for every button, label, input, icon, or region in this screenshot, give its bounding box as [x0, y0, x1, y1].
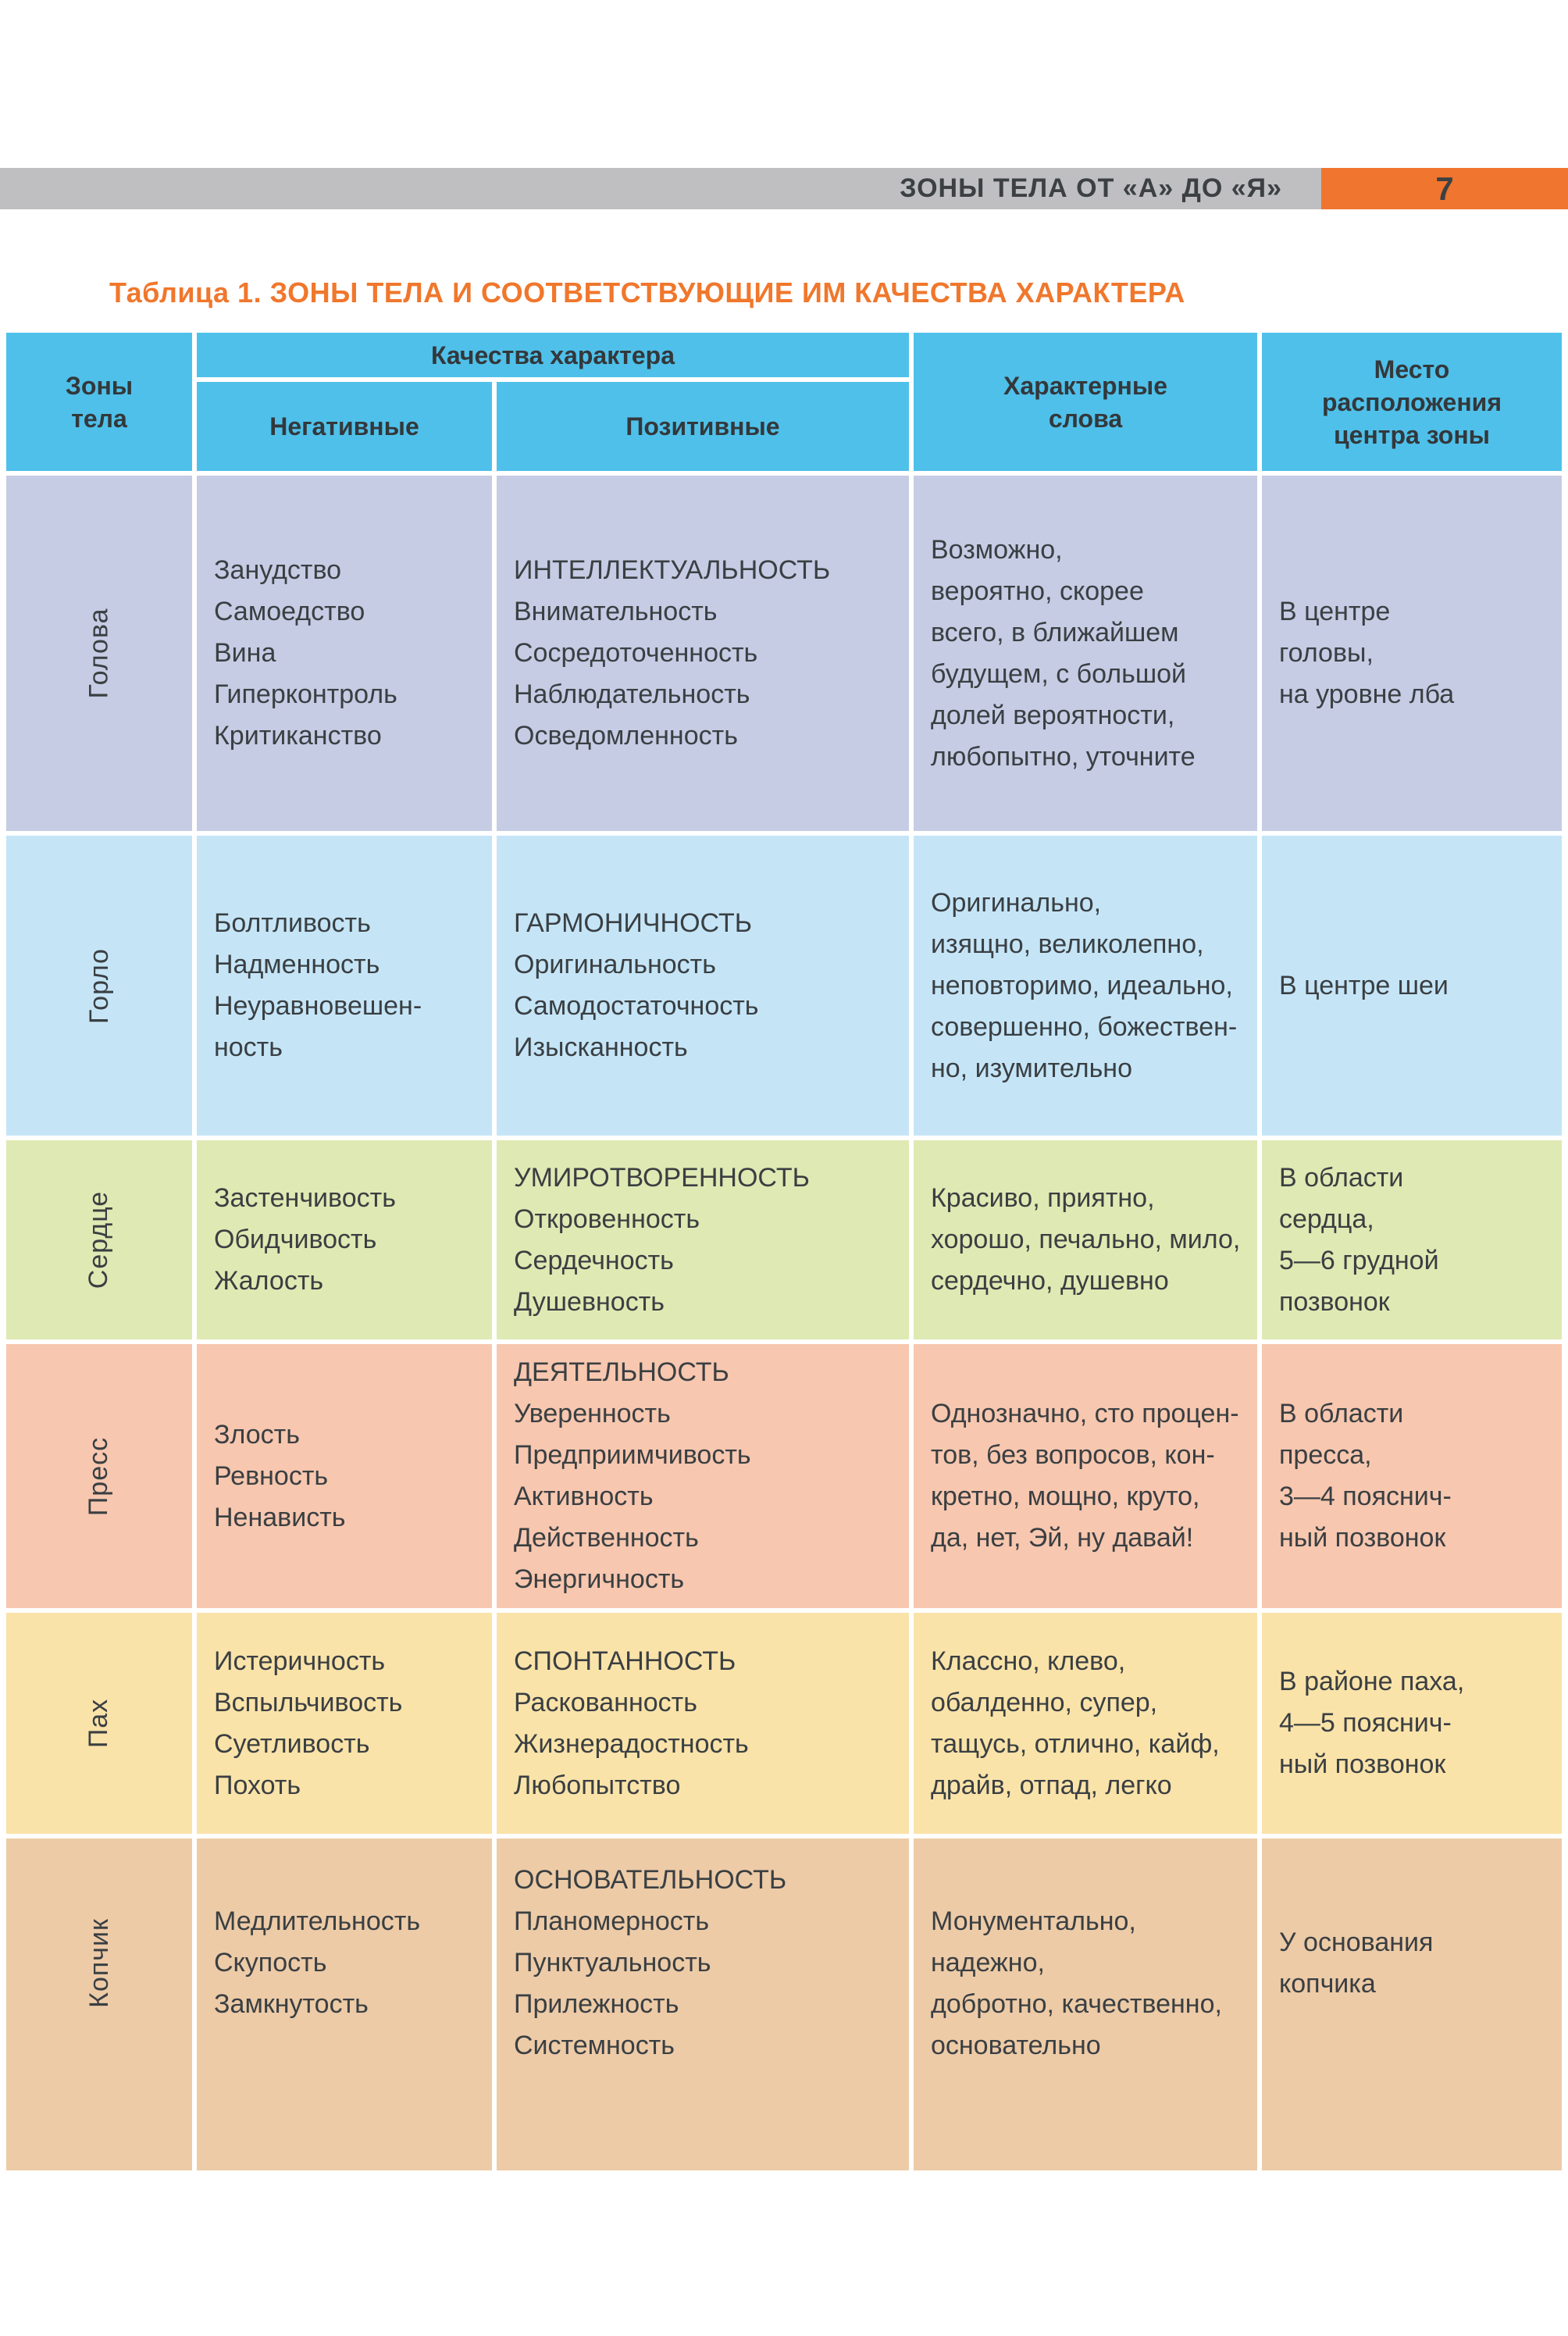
words-cell: Однозначно, сто процен- тов, без вопросо… [914, 1344, 1257, 1608]
negative-list: Болтливость Надменность Неуравновешен- н… [214, 908, 422, 1062]
page-number: 7 [1435, 169, 1454, 207]
zone-cell-groin: Пах [6, 1613, 192, 1834]
table-title: Таблица 1. ЗОНЫ ТЕЛА И СООТВЕТСТВУЮЩИЕ И… [109, 276, 1185, 308]
col-header-location: Место расположения центра зоны [1262, 333, 1562, 471]
words-cell: Оригинально, изящно, великолепно, неповт… [914, 836, 1257, 1136]
positive-cell: ГАРМОНИЧНОСТЬ Оригинальность Самодостато… [497, 836, 909, 1136]
location-cell: В районе паха, 4—5 пояснич- ный позвонок [1262, 1613, 1562, 1834]
zone-cell-abs: Пресс [6, 1344, 192, 1608]
negative-list: Злость Ревность Ненависть [214, 1419, 346, 1532]
positive-cell: СПОНТАННОСТЬ Раскованность Жизнерадостно… [497, 1613, 909, 1834]
header-bar-orange: 7 [1321, 168, 1568, 209]
zone-cell-heart: Сердце [6, 1140, 192, 1339]
negative-cell: Злость Ревность Ненависть [197, 1344, 492, 1608]
body-zones-table: Зоны тела Качества характера Характерные… [6, 333, 1562, 2170]
words-text: Классно, клево, обалденно, супер, тащусь… [931, 1646, 1220, 1800]
words-text: Возможно, вероятно, скорее всего, в ближ… [931, 534, 1196, 772]
zone-cell-head: Голова [6, 476, 192, 831]
zone-cell-tailbone: Копчик [6, 1838, 192, 2170]
positive-cell: ДЕЯТЕЛЬНОСТЬ Уверенность Предприимчивост… [497, 1344, 909, 1608]
words-cell: Красиво, приятно, хорошо, печально, мило… [914, 1140, 1257, 1339]
running-head-title: ЗОНЫ ТЕЛА ОТ «А» ДО «Я» [900, 173, 1282, 203]
zone-label: Горло [84, 947, 114, 1024]
location-cell: В центре шеи [1262, 836, 1562, 1136]
col-header-zone: Зоны тела [6, 333, 192, 471]
col-header-positive: Позитивные [497, 382, 909, 471]
location-text: В районе паха, 4—5 пояснич- ный позвонок [1279, 1667, 1465, 1779]
words-text: Монументально, надежно, добротно, качест… [931, 1906, 1222, 2060]
negative-cell: Истеричность Вспыльчивость Суетливость П… [197, 1613, 492, 1834]
positive-list: СПОНТАННОСТЬ Раскованность Жизнерадостно… [514, 1646, 749, 1800]
zone-label: Копчик [84, 1918, 114, 2008]
location-text: В центре шеи [1279, 970, 1449, 1000]
location-text: В области сердца, 5—6 грудной позвонок [1279, 1162, 1439, 1317]
positive-cell: ОСНОВАТЕЛЬНОСТЬ Планомерность Пунктуальн… [497, 1838, 909, 2170]
positive-cell: ИНТЕЛЛЕКТУАЛЬНОСТЬ Внимательность Сосред… [497, 476, 909, 831]
words-text: Оригинально, изящно, великолепно, неповт… [931, 887, 1238, 1083]
col-header-words: Характерные слова [914, 333, 1257, 471]
negative-list: Истеричность Вспыльчивость Суетливость П… [214, 1646, 403, 1800]
negative-cell: Медлительность Скупость Замкнутость [197, 1838, 492, 2170]
location-text: В области пресса, 3—4 пояснич- ный позво… [1279, 1399, 1452, 1553]
negative-cell: Занудство Самоедство Вина Гиперконтроль … [197, 476, 492, 831]
positive-cell: УМИРОТВОРЕННОСТЬ Откровенность Сердечнос… [497, 1140, 909, 1339]
page-header-bar: ЗОНЫ ТЕЛА ОТ «А» ДО «Я» 7 [0, 168, 1568, 209]
zone-label: Пах [84, 1698, 114, 1749]
words-cell: Монументально, надежно, добротно, качест… [914, 1838, 1257, 2170]
negative-list: Медлительность Скупость Замкнутость [214, 1906, 421, 2019]
positive-list: УМИРОТВОРЕННОСТЬ Откровенность Сердечнос… [514, 1162, 810, 1317]
positive-list: ИНТЕЛЛЕКТУАЛЬНОСТЬ Внимательность Сосред… [514, 555, 831, 751]
location-cell: У основания копчика [1262, 1838, 1562, 2170]
location-cell: В области сердца, 5—6 грудной позвонок [1262, 1140, 1562, 1339]
words-cell: Возможно, вероятно, скорее всего, в ближ… [914, 476, 1257, 831]
location-text: У основания копчика [1279, 1928, 1434, 1999]
header-bar-gray: ЗОНЫ ТЕЛА ОТ «А» ДО «Я» [0, 168, 1321, 209]
negative-cell: Застенчивость Обидчивость Жалость [197, 1140, 492, 1339]
negative-cell: Болтливость Надменность Неуравновешен- н… [197, 836, 492, 1136]
col-header-qualities: Качества характера [197, 333, 909, 377]
positive-list: ДЕЯТЕЛЬНОСТЬ Уверенность Предприимчивост… [514, 1357, 751, 1594]
positive-list: ОСНОВАТЕЛЬНОСТЬ Планомерность Пунктуальн… [514, 1865, 787, 2060]
location-cell: В области пресса, 3—4 пояснич- ный позво… [1262, 1344, 1562, 1608]
words-text: Красиво, приятно, хорошо, печально, мило… [931, 1183, 1241, 1296]
col-header-negative: Негативные [197, 382, 492, 471]
location-cell: В центре головы, на уровне лба [1262, 476, 1562, 831]
zone-label: Пресс [84, 1436, 114, 1516]
zone-label: Голова [84, 608, 114, 699]
location-text: В центре головы, на уровне лба [1279, 597, 1455, 709]
words-text: Однозначно, сто процен- тов, без вопросо… [931, 1399, 1239, 1553]
negative-list: Занудство Самоедство Вина Гиперконтроль … [214, 555, 397, 751]
zone-cell-throat: Горло [6, 836, 192, 1136]
words-cell: Классно, клево, обалденно, супер, тащусь… [914, 1613, 1257, 1834]
zone-label: Сердце [84, 1190, 114, 1289]
negative-list: Застенчивость Обидчивость Жалость [214, 1183, 396, 1296]
positive-list: ГАРМОНИЧНОСТЬ Оригинальность Самодостато… [514, 908, 759, 1062]
